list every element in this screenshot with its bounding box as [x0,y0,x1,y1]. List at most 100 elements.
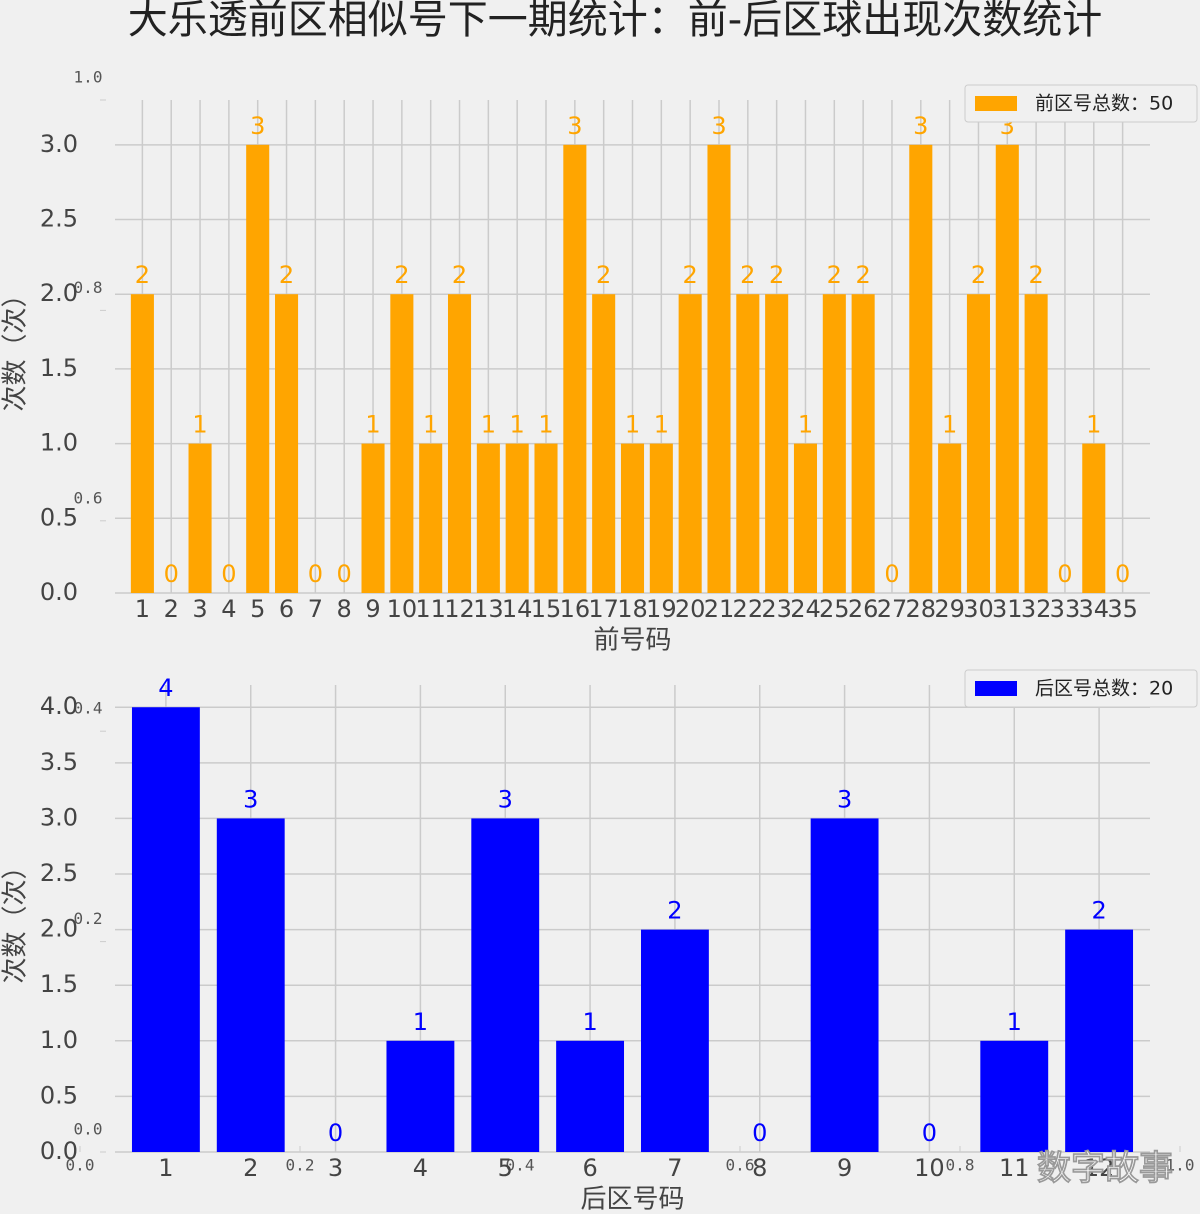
value-label: 2 [1091,897,1106,925]
value-label: 3 [243,785,258,813]
x-tick-label: 7 [308,595,323,623]
x-tick-label: 33 [1050,595,1081,623]
x-tick-label: 22 [733,595,764,623]
value-label: 0 [884,560,899,588]
value-label: 4 [158,674,173,702]
bar [1065,929,1134,1152]
bar [476,443,500,593]
value-label: 1 [365,411,380,439]
x-tick-label: 24 [790,595,821,623]
x-tick-label: 14 [502,595,533,623]
x-tick-label: 6 [582,1154,597,1182]
value-label: 0 [1115,560,1130,588]
value-label: 1 [1086,411,1101,439]
bar [390,294,414,593]
bar [810,818,879,1152]
x-tick-label: 29 [934,595,965,623]
x-axis-label: 后区号码 [580,1185,684,1214]
bar [707,144,731,593]
ghost-y-tick-label: 0.6 [74,488,103,507]
bar [736,294,760,593]
x-tick-label: 12 [444,595,475,623]
value-label: 2 [452,261,467,289]
x-tick-label: 11 [415,595,446,623]
bar [386,1040,455,1152]
value-label: 3 [498,785,513,813]
x-tick-label: 27 [877,595,908,623]
x-tick-label: 16 [560,595,591,623]
bar [131,707,200,1152]
bar [649,443,673,593]
bar [246,144,270,593]
value-label: 1 [798,411,813,439]
bar [1082,443,1106,593]
ghost-x-tick-label: 0.4 [506,1156,535,1175]
x-tick-label: 2 [243,1154,258,1182]
ghost-y-tick-label: 0.2 [74,909,103,928]
value-label: 2 [1028,261,1043,289]
value-label: 0 [328,1119,343,1147]
bar [909,144,933,593]
x-tick-label: 9 [365,595,380,623]
value-label: 1 [423,411,438,439]
value-label: 0 [1057,560,1072,588]
y-tick-label: 3.0 [40,803,78,831]
x-tick-label: 3 [328,1154,343,1182]
y-axis-label: 次数（次） [1,853,31,983]
y-tick-label: 2.5 [40,859,78,887]
x-tick-label: 30 [963,595,994,623]
x-tick-label: 26 [848,595,879,623]
y-tick-label: 0.5 [40,503,78,531]
x-tick-label: 31 [992,595,1023,623]
bar [678,294,702,593]
value-label: 1 [625,411,640,439]
bar [534,443,558,593]
value-label: 2 [667,897,682,925]
value-label: 2 [827,261,842,289]
y-tick-label: 0.5 [40,1081,78,1109]
value-label: 2 [596,261,611,289]
bar [471,818,540,1152]
bar [1024,294,1048,593]
legend-label: 前区号总数：50 [1035,93,1173,115]
ghost-x-tick-label: 0.0 [66,1156,95,1175]
value-label: 1 [538,411,553,439]
value-label: 1 [481,411,496,439]
bar [188,443,212,593]
x-tick-label: 28 [906,595,937,623]
value-label: 3 [913,112,928,140]
bar [275,294,299,593]
bar [640,929,709,1152]
legend-box [964,669,1198,708]
y-tick-label: 1.5 [40,354,78,382]
value-label: 3 [250,112,265,140]
x-tick-label: 15 [531,595,562,623]
bar [966,294,990,593]
x-tick-label: 5 [498,1154,513,1182]
bar [822,294,846,593]
x-tick-label: 9 [837,1154,852,1182]
value-label: 2 [740,261,755,289]
value-label: 0 [221,560,236,588]
x-tick-label: 35 [1107,595,1138,623]
x-tick-label: 32 [1021,595,1052,623]
value-label: 2 [394,261,409,289]
y-tick-label: 1.0 [40,1026,78,1054]
value-label: 3 [711,112,726,140]
x-tick-label: 12 [1084,1154,1115,1182]
y-tick-label: 0.0 [40,1137,78,1165]
x-tick-label: 20 [675,595,706,623]
value-label: 1 [942,411,957,439]
bar [851,294,875,593]
y-tick-label: 3.0 [40,130,78,158]
watermark: 数字故事 [1037,1149,1173,1189]
x-axis-label: 前号码 [593,626,671,656]
x-tick-label: 10 [914,1154,945,1182]
bar [592,294,616,593]
y-tick-label: 2.5 [40,205,78,233]
value-label: 1 [413,1008,428,1036]
x-tick-label: 17 [588,595,619,623]
figure-title: 大乐透前区相似号下一期统计：前-后区球出现次数统计 [128,0,1102,43]
